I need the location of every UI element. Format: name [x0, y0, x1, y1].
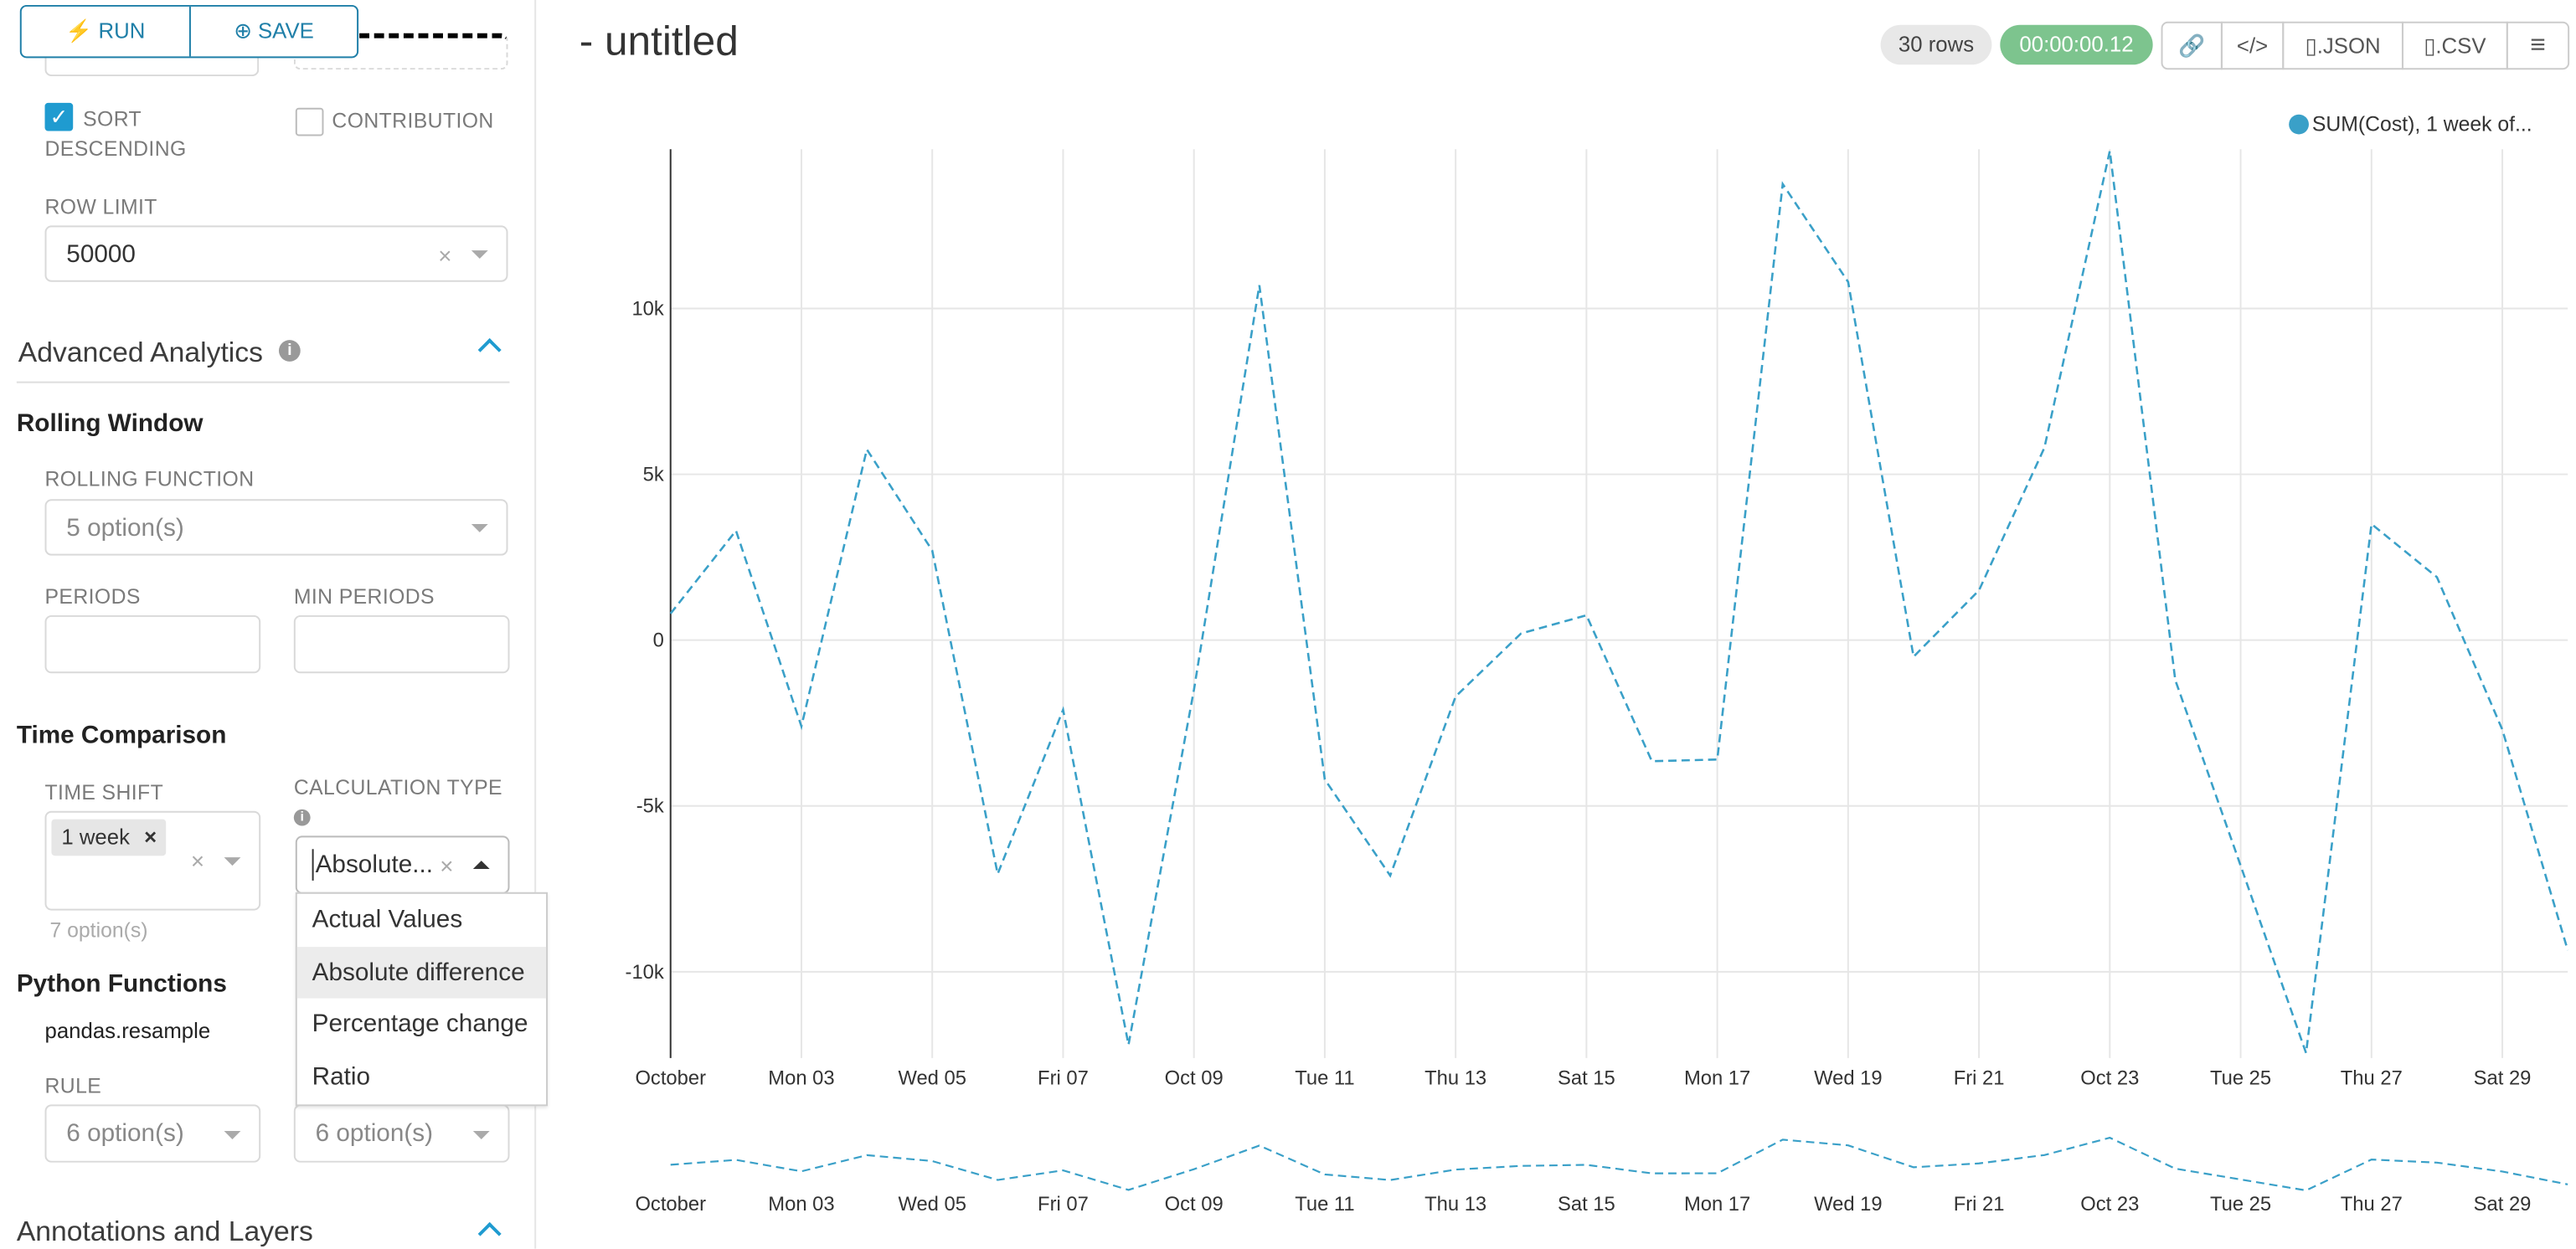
minimap-x-tick-label: Tue 11 [1295, 1193, 1354, 1216]
legend-label: SUM(Cost), 1 week of... [2312, 114, 2532, 136]
subsection-title: Python Functions [16, 969, 227, 999]
field-label: ROW LIMIT [44, 195, 157, 219]
x-tick-label: Oct 09 [1165, 1067, 1224, 1090]
x-tick-label: Wed 05 [898, 1067, 966, 1090]
y-tick-label: 0 [653, 630, 664, 652]
y-tick-label: 5k [643, 463, 664, 486]
y-tick-label: -5k [636, 795, 664, 818]
info-icon[interactable]: i [293, 809, 311, 826]
option-count: 7 option(s) [49, 918, 148, 943]
minimap-x-tick-label: Oct 23 [2080, 1193, 2139, 1216]
info-icon[interactable]: i [278, 340, 301, 362]
subsection-title: Time Comparison [16, 721, 227, 750]
minimap-x-tick-label: Thu 27 [2341, 1193, 2403, 1216]
save-text: SAVE [257, 18, 314, 44]
dropdown-menu: Actual Values Absolute difference Percenta… [295, 892, 549, 1107]
minimap-x-tick-label: Sat 29 [2474, 1193, 2532, 1216]
checkbox-checked[interactable]: ✓ [44, 102, 74, 131]
multi-select[interactable]: 1 week × × [44, 810, 261, 911]
timer-badge: 00:00:00.12 [2000, 24, 2153, 65]
minimap-x-tick-label: Sat 15 [1558, 1193, 1615, 1216]
minimap-x-tick-label: Thu 13 [1425, 1193, 1486, 1216]
dropdown-option[interactable]: Ratio [312, 1061, 371, 1091]
dropdown-option[interactable]: Absolute difference [296, 946, 547, 998]
json-text: .JSON [2316, 33, 2381, 59]
select-placeholder: 6 option(s) [315, 1119, 434, 1148]
x-tick-label: Sat 29 [2474, 1067, 2532, 1090]
run-button[interactable]: ⚡ RUN [22, 6, 191, 57]
save-button[interactable]: ⊕ SAVE [234, 18, 314, 44]
sidebar: ⚡ RUN ⊕ SAVE ✓ SORT DESCENDING CONTRIBUT… [0, 0, 549, 1249]
field-label: PERIODS [44, 585, 141, 609]
field-label: CALCULATION TYPE [293, 776, 502, 799]
csv-text: .CSV [2435, 33, 2486, 59]
minimap-x-tick-label: Tue 25 [2210, 1193, 2271, 1216]
select[interactable]: 6 option(s) [44, 1104, 261, 1163]
input[interactable] [44, 614, 261, 674]
tag-text: 1 week [61, 824, 130, 850]
legend-marker [2289, 114, 2309, 135]
minimap-x-tick-label: Oct 09 [1165, 1193, 1224, 1216]
x-tick-label: Sat 15 [1558, 1067, 1615, 1090]
dropdown-option[interactable]: Percentage change [312, 1010, 528, 1039]
tag: 1 week × [51, 819, 167, 856]
x-tick-label: Wed 19 [1814, 1067, 1883, 1090]
row-count-badge: 30 rows [1880, 24, 1992, 65]
minimap-x-tick-label: October [635, 1193, 706, 1216]
select-placeholder: 5 option(s) [66, 514, 184, 542]
x-tick-label: Fri 07 [1038, 1067, 1089, 1090]
json-button[interactable]: ▯.JSON [2282, 21, 2403, 70]
y-tick-label: -10k [626, 961, 664, 984]
minimap-x-tick-label: Mon 03 [768, 1193, 834, 1216]
select-placeholder: 6 option(s) [66, 1119, 184, 1148]
minimap-line [670, 1136, 2568, 1192]
cursor [312, 849, 314, 881]
input[interactable] [293, 614, 510, 674]
line [669, 150, 2569, 1054]
select-value: Absolute... [315, 851, 434, 879]
select-value: 50000 [66, 240, 136, 269]
sort-descending-label: SORT DESCENDING [44, 107, 187, 162]
run-text: RUN [98, 18, 146, 44]
chart-title: - untitled [579, 18, 739, 65]
select[interactable]: 6 option(s) [293, 1104, 510, 1163]
field-label: TIME SHIFT [44, 781, 164, 804]
x-tick-label: Tue 11 [1295, 1067, 1354, 1090]
minimap-x-tick-label: Wed 05 [898, 1193, 966, 1216]
y-tick-label: 10k [631, 297, 663, 320]
x-tick-label: Oct 23 [2080, 1067, 2139, 1090]
x-tick-label: Thu 13 [1425, 1067, 1486, 1090]
contribution-label: CONTRIBUTION [332, 109, 494, 133]
x-tick-label: Mon 03 [768, 1067, 834, 1090]
x-tick-label: Fri 21 [1954, 1067, 2005, 1090]
section-title: Advanced Analytics [18, 337, 263, 368]
minimap-x-tick-label: Fri 07 [1038, 1193, 1089, 1216]
checkbox[interactable] [295, 107, 324, 136]
select[interactable]: 50000 × [44, 225, 508, 282]
subsection-title: Rolling Window [16, 409, 204, 438]
section-title: Annotations and Layers [16, 1216, 313, 1247]
csv-button[interactable]: ▯.CSV [2401, 21, 2508, 70]
subtitle: pandas.resample [44, 1018, 211, 1044]
menu-button[interactable]: ≡ [2506, 21, 2570, 70]
x-tick-label: Mon 17 [1684, 1067, 1750, 1090]
field-label: ROLLING FUNCTION [44, 467, 255, 491]
field-label: RULE [44, 1074, 102, 1098]
x-tick-label: Thu 27 [2341, 1067, 2403, 1090]
x-tick-label: October [635, 1067, 706, 1090]
minimap-x-tick-label: Wed 19 [1814, 1193, 1883, 1216]
minimap-x-tick-label: Mon 17 [1684, 1193, 1750, 1216]
select[interactable]: 5 option(s) [44, 499, 508, 556]
x-tick-label: Tue 25 [2210, 1067, 2271, 1090]
divider [16, 381, 510, 383]
button-group: ⚡ RUN ⊕ SAVE [19, 4, 359, 59]
field-label: MIN PERIODS [293, 585, 435, 609]
minimap-x-tick-label: Fri 21 [1954, 1193, 2005, 1216]
dropdown-option[interactable]: Actual Values [312, 905, 463, 934]
